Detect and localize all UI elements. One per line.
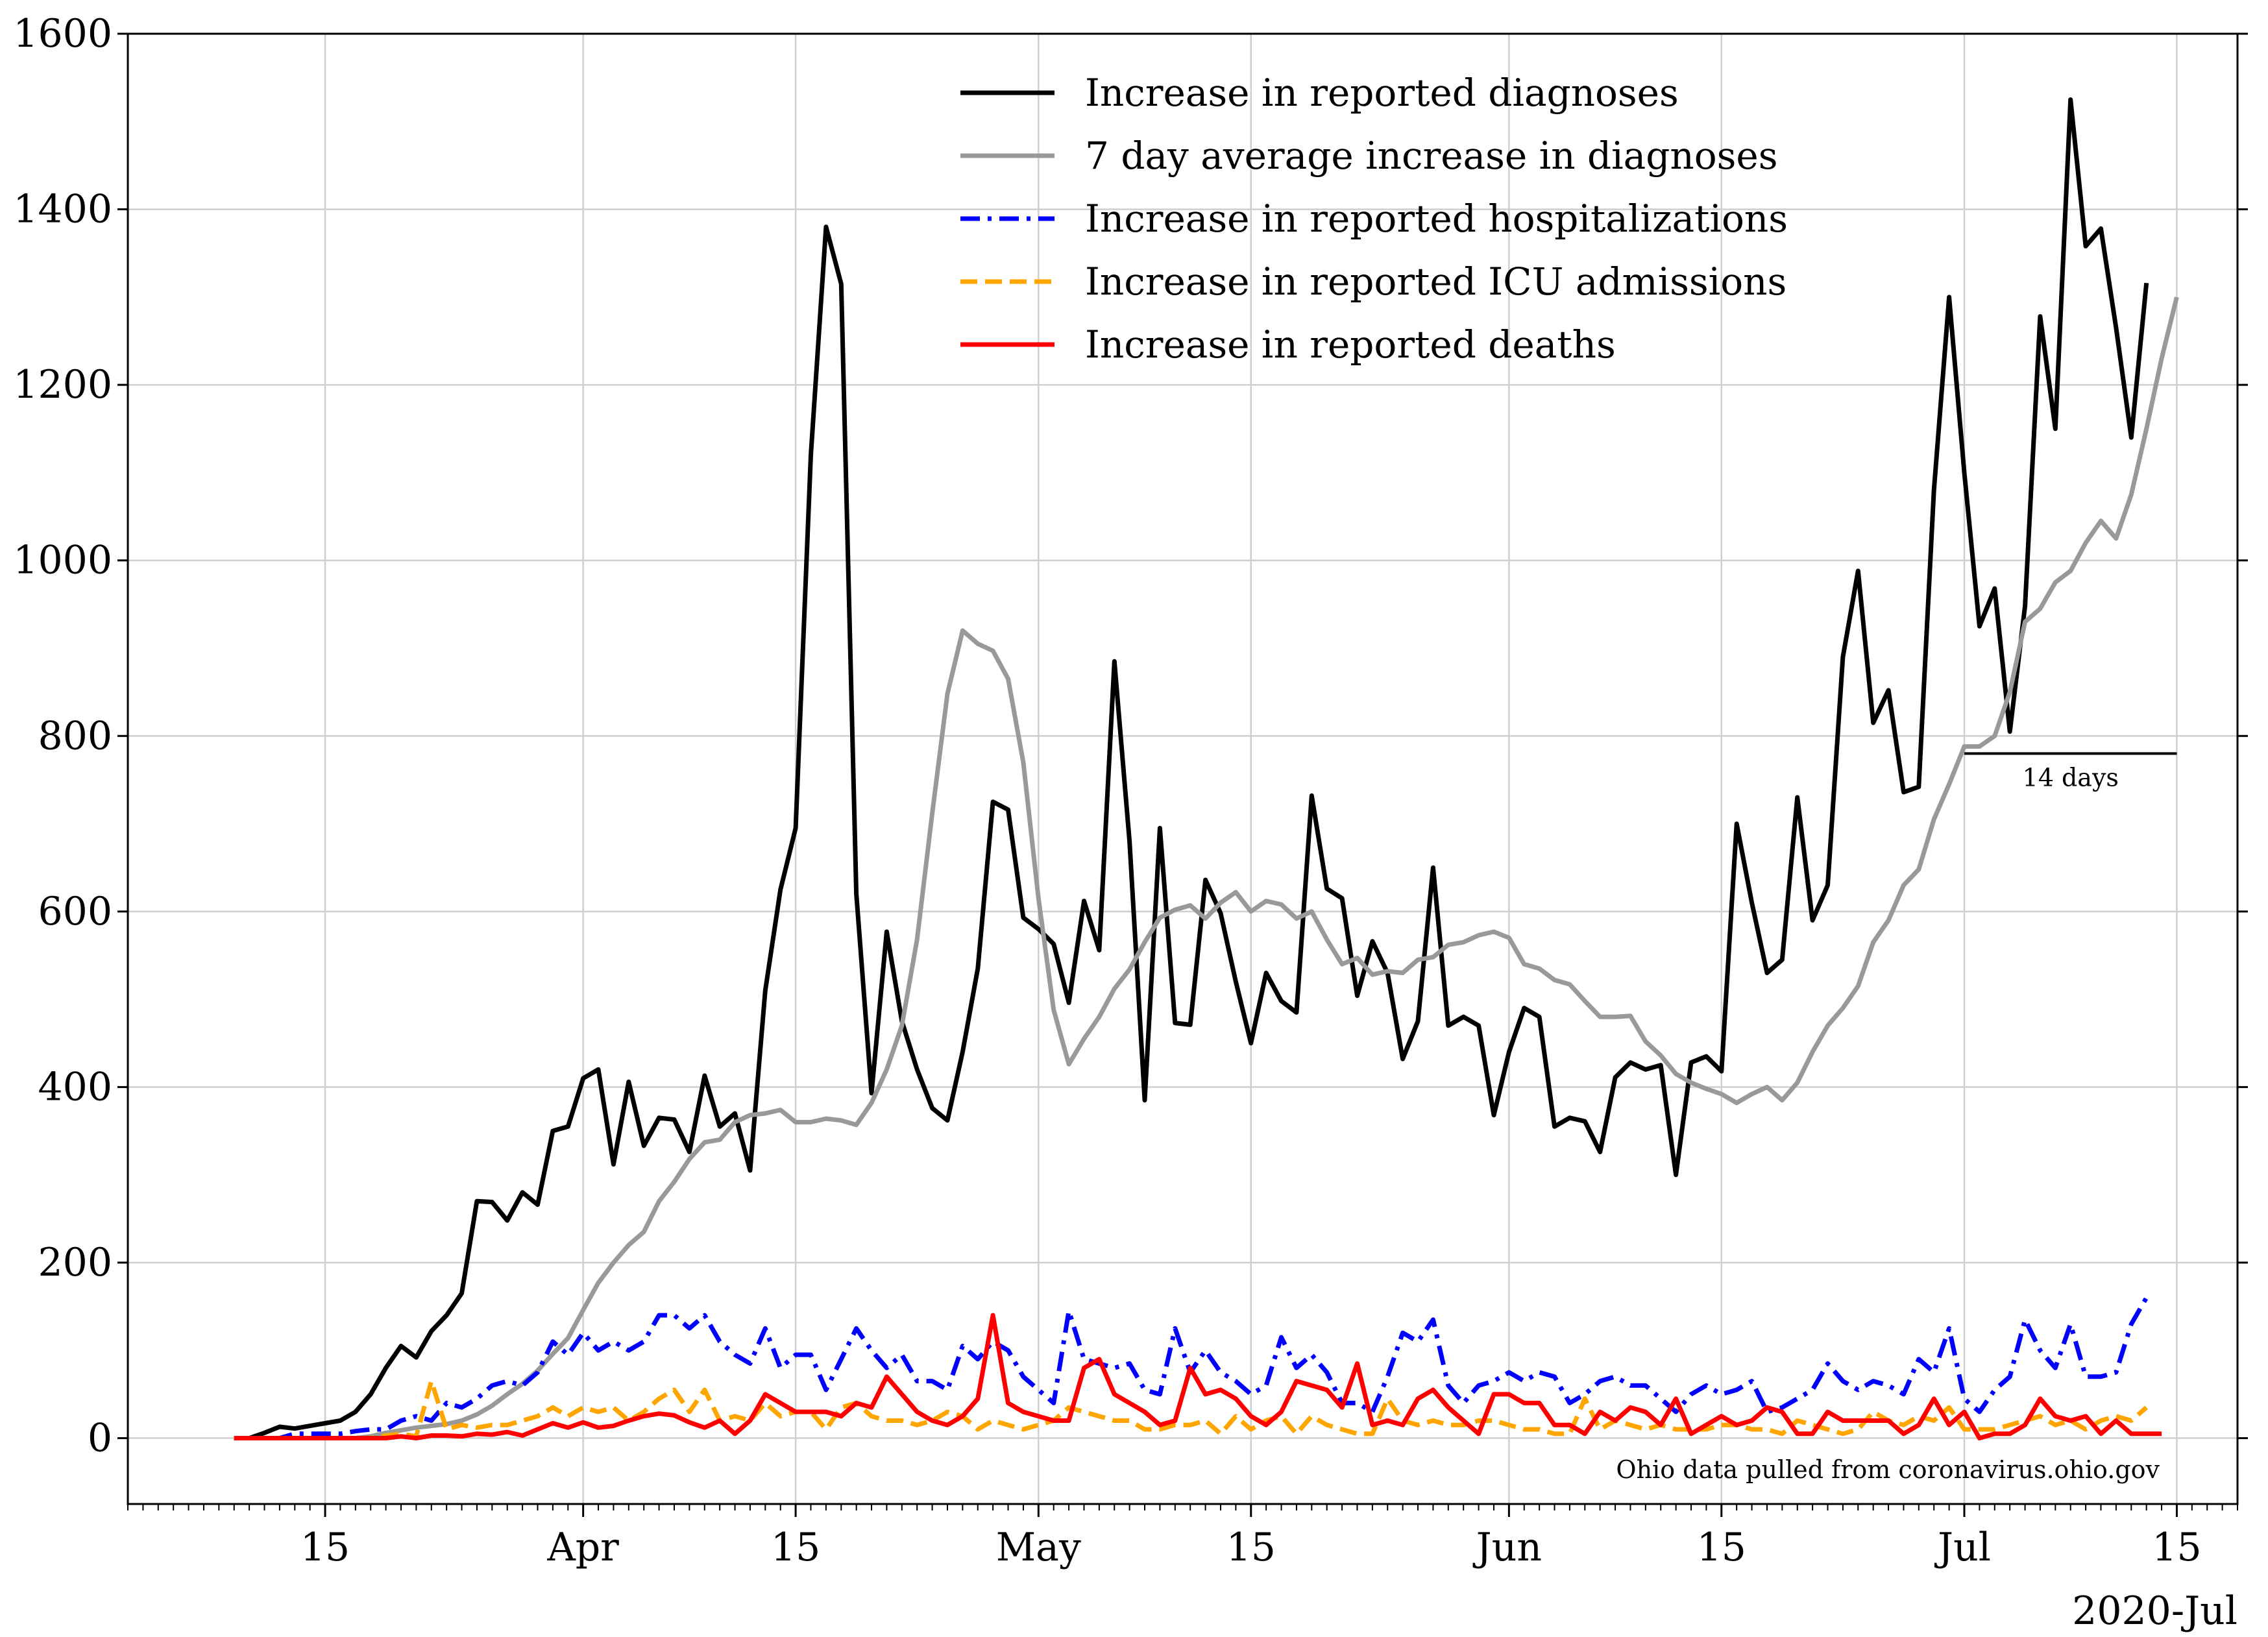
data-source-note: Ohio data pulled from coronavirus.ohio.g…	[1616, 1455, 2160, 1484]
x-tick-label: 15	[1226, 1525, 1276, 1570]
legend-label: Increase in reported ICU admissions	[1085, 260, 1786, 304]
y-tick-label: 1000	[13, 538, 112, 583]
legend-label: Increase in reported deaths	[1085, 322, 1616, 367]
x-tick-labels: 15 Apr 15 May 15 Jun 15 Jul 15	[300, 1525, 2202, 1570]
y-tick-label: 1200	[13, 362, 112, 407]
x-tick-label: Jul	[1934, 1525, 1991, 1570]
series-5	[234, 1313, 2162, 1440]
x-axis-offset-label: 2020-Jul	[2072, 1588, 2238, 1634]
gridlines	[128, 32, 2238, 1504]
legend-label: Increase in reported diagnoses	[1085, 71, 1679, 115]
y-tick-label: 1600	[13, 11, 112, 56]
x-tick-label: 15	[300, 1525, 350, 1570]
plot-frame	[127, 32, 2239, 1505]
series-4	[234, 1379, 2148, 1440]
x-tick-label: 15	[771, 1525, 820, 1570]
x-tick-label: Jun	[1472, 1525, 1542, 1570]
y-tick-label: 800	[38, 713, 112, 758]
annotations: 14 days Ohio data pulled from coronaviru…	[1616, 752, 2177, 1484]
x-tick-label: 15	[2152, 1525, 2201, 1570]
y-tick-labels: 0 200 400 600 800 1000 1200 1400 1600	[13, 11, 112, 1461]
series-line	[340, 297, 2179, 1440]
y-tick-label: 200	[38, 1240, 112, 1285]
series-layer	[234, 97, 2179, 1440]
fourteen-day-label: 14 days	[2023, 763, 2119, 792]
legend-label: Increase in reported hospitalizations	[1085, 197, 1788, 241]
legend: Increase in reported diagnoses 7 day aver…	[960, 71, 1788, 367]
legend-label: 7 day average increase in diagnoses	[1085, 134, 1778, 178]
x-tick-label: Apr	[546, 1525, 619, 1570]
x-tick-label: May	[996, 1525, 1081, 1570]
series-line	[234, 1379, 2148, 1440]
x-tick-label: 15	[1697, 1525, 1746, 1570]
axis-ticks	[117, 32, 2248, 1517]
y-tick-label: 1400	[13, 187, 112, 232]
y-tick-label: 600	[38, 889, 112, 934]
series-line	[234, 1313, 2162, 1440]
series-line	[234, 97, 2149, 1440]
series-2	[340, 297, 2179, 1440]
series-1	[234, 97, 2149, 1440]
y-tick-label: 0	[88, 1416, 112, 1461]
y-tick-label: 400	[38, 1064, 112, 1110]
